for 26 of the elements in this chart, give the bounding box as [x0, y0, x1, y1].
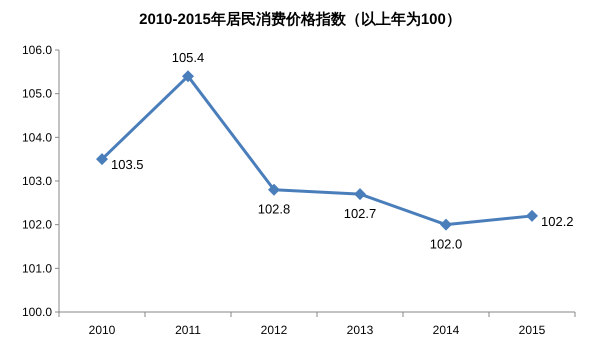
y-tick-label: 105.0: [22, 86, 52, 101]
y-tick-label: 100.0: [22, 305, 52, 319]
point: [526, 210, 538, 222]
x-tick-label: 2014: [432, 323, 460, 337]
x-tick-label: 2013: [346, 323, 374, 337]
y-tick-label: 106.0: [22, 43, 52, 57]
point: [440, 218, 452, 231]
point: [354, 188, 366, 200]
point: [182, 70, 194, 82]
data-label: 102.2: [541, 214, 574, 229]
point: [268, 184, 280, 196]
point: [96, 153, 108, 166]
data-label: 102.0: [430, 236, 462, 252]
y-tick-label: 101.0: [22, 261, 52, 276]
data-label: 103.5: [111, 157, 144, 172]
x-tick-label: 2012: [260, 323, 288, 337]
data-label: 105.4: [172, 50, 204, 66]
data-label: 102.8: [258, 202, 290, 217]
y-tick-label: 103.0: [22, 174, 52, 188]
chart-title: 2010-2015年居民消费价格指数（以上年为100）: [139, 11, 461, 28]
y-tick-label: 104.0: [22, 130, 52, 144]
y-tick-label: 102.0: [22, 218, 52, 232]
x-tick-label: 2010: [88, 323, 116, 337]
x-tick-label: 2015: [518, 323, 546, 337]
data-label: 102.7: [344, 206, 376, 222]
x-tick-label: 2011: [175, 323, 202, 337]
